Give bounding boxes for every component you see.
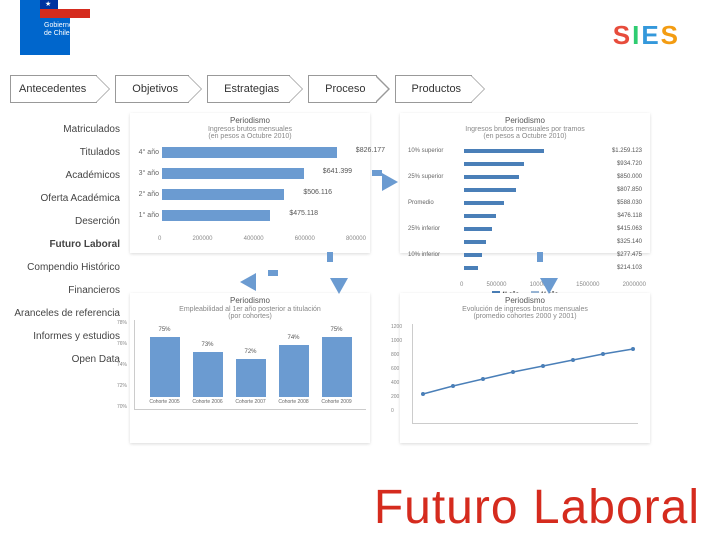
sidebar-item[interactable]: Futuro Laboral — [0, 233, 130, 256]
sidebar-item[interactable]: Matriculados — [0, 118, 130, 141]
gov-text2: de Chile — [44, 30, 73, 38]
chart-ingresos: Periodismo Ingresos brutos mensuales (en… — [130, 113, 370, 253]
nav-breadcrumb: Antecedentes Objetivos Estrategias Proceso P… — [10, 75, 720, 103]
sidebar-item[interactable]: Informes y estudios — [0, 325, 130, 348]
nav-item[interactable]: Productos — [395, 75, 473, 103]
sidebar-item[interactable]: Deserción — [0, 210, 130, 233]
sidebar-item[interactable]: Open Data — [0, 348, 130, 371]
chart-tramos: Periodismo Ingresos brutos mensuales por… — [400, 113, 650, 253]
nav-item[interactable]: Estrategias — [207, 75, 290, 103]
slide-title: Futuro Laboral — [374, 480, 700, 535]
sidebar-item[interactable]: Académicos — [0, 164, 130, 187]
gov-text1: Gobierno — [44, 22, 73, 30]
nav-item[interactable]: Proceso — [308, 75, 376, 103]
sidebar-item[interactable]: Titulados — [0, 141, 130, 164]
sidebar-item[interactable]: Financieros — [0, 279, 130, 302]
sidebar-item[interactable]: Compendio Histórico — [0, 256, 130, 279]
sidebar: MatriculadosTituladosAcadémicosOferta Ac… — [0, 113, 130, 443]
nav-item[interactable]: Objetivos — [115, 75, 189, 103]
sidebar-item[interactable]: Aranceles de referencia — [0, 302, 130, 325]
gov-logo: ★ Gobierno de Chile — [20, 0, 70, 55]
nav-item[interactable]: Antecedentes — [10, 75, 97, 103]
chart-evolucion: Periodismo Evolución de ingresos brutos … — [400, 293, 650, 443]
sies-logo: SIES — [613, 20, 680, 51]
sidebar-item[interactable]: Oferta Académica — [0, 187, 130, 210]
chart-empleabilidad: Periodismo Empleabilidad al 1er año post… — [130, 293, 370, 443]
